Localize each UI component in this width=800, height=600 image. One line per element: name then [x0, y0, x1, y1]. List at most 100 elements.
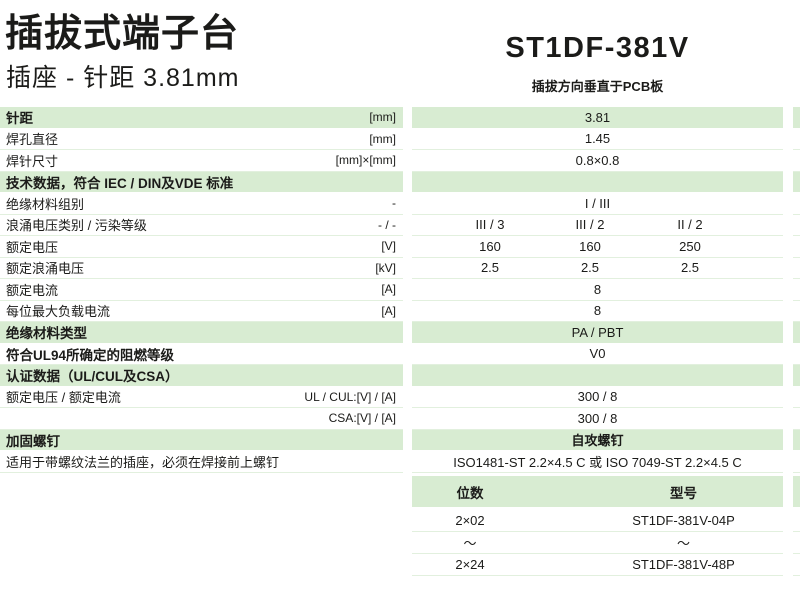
spec-row: 绝缘材料类型 PA / PBT: [0, 322, 800, 344]
spec-value-cell: 1.45: [412, 129, 783, 150]
spec-unit: [mm]: [369, 110, 396, 125]
model-partnumber-value: ST1DF-381V-04P: [632, 513, 735, 528]
model-table: 位数 型号 2×02 ST1DF-381V-04P 〜〜 2×24 ST1DF-381V-4…: [412, 476, 800, 576]
spec-value-cell: 300 / 8: [412, 408, 783, 430]
spec-unit: -: [392, 196, 396, 211]
spec-row: 适用于带螺纹法兰的插座，必须在焊接前上螺钉 ISO1481-ST 2.2×4.5 …: [0, 451, 800, 473]
spec-label-cell: 额定电流 [A]: [0, 279, 403, 301]
column-gutter: [783, 128, 793, 150]
spec-row: 针距 [mm] 3.81: [0, 107, 800, 129]
column-gutter: [403, 451, 412, 473]
model-positions-value: 2×24: [455, 557, 485, 572]
cropped-table-sliver: [793, 258, 800, 279]
spec-value: 1.45: [584, 131, 611, 147]
column-gutter: [783, 257, 793, 279]
spec-value-cell: [412, 171, 783, 193]
model-positions-cell: 2×02: [412, 510, 528, 532]
spec-label: 针距: [6, 111, 33, 127]
cropped-table-sliver: [793, 150, 800, 172]
column-gutter: [783, 214, 793, 236]
spec-value: I / III: [584, 195, 611, 211]
column-gutter: [783, 150, 793, 172]
column-gutter: [403, 107, 412, 129]
spec-label-cell: 额定浪涌电压 [kV]: [0, 258, 403, 279]
spec-value: 3.81: [584, 109, 611, 125]
spec-label: 认证数据（UL/CUL及CSA）: [6, 369, 179, 385]
model-header-positions: 位数: [412, 476, 528, 507]
spec-value: III / 3: [475, 217, 505, 233]
spec-value: 8: [593, 303, 602, 319]
spec-value: 0.8×0.8: [575, 152, 620, 168]
cropped-table-sliver: [793, 365, 800, 387]
spec-unit: [mm]: [369, 131, 396, 146]
column-gutter: [783, 476, 793, 507]
page-title: 插拔式端子台: [5, 13, 240, 55]
spec-row: 每位最大负载电流 [A] 8: [0, 300, 800, 322]
column-gutter: [783, 408, 793, 430]
spec-unit: - / -: [378, 217, 396, 232]
spec-unit: [kV]: [375, 260, 396, 275]
spec-value: 300 / 8: [577, 389, 618, 405]
spec-label: 绝缘材料组别: [6, 196, 85, 212]
spec-value-cell: 300 / 8: [412, 387, 783, 408]
column-gutter: [403, 386, 412, 408]
column-gutter: [403, 171, 412, 193]
column-gutter: [783, 193, 793, 215]
spec-value-cell: I / III: [412, 193, 783, 215]
spec-label-cell: 额定电压 [V]: [0, 236, 403, 258]
cropped-table-sliver: [793, 532, 800, 554]
model-partnumber-value: 〜: [676, 536, 690, 551]
spec-row: 技术数据，符合 IEC / DIN及VDE 标准: [0, 171, 800, 193]
cropped-table-sliver: [793, 279, 800, 301]
spec-label-cell: 符合UL94所确定的阻燃等级: [0, 344, 403, 365]
spec-label: 适用于带螺纹法兰的插座，必须在焊接前上螺钉: [6, 454, 280, 470]
column-gutter: [783, 236, 793, 258]
column-gutter: [403, 322, 412, 344]
column-gutter: [403, 128, 412, 150]
cropped-table-sliver: [793, 344, 800, 365]
spec-row: 符合UL94所确定的阻燃等级 V0: [0, 343, 800, 365]
column-gutter: [403, 150, 412, 172]
cropped-table-sliver: [793, 322, 800, 344]
spec-label: 额定电压 / 额定电流: [6, 390, 121, 406]
model-table-header-row: 位数 型号: [412, 476, 800, 507]
model-header-positions-label: 位数: [456, 485, 484, 501]
spec-value: 160: [579, 238, 601, 254]
spec-value-cell: 8: [412, 279, 783, 301]
cropped-table-sliver: [793, 236, 800, 258]
column-gutter: [403, 300, 412, 322]
spec-label-cell: 每位最大负载电流 [A]: [0, 301, 403, 322]
page-header: 插拔式端子台 插座 - 针距 3.81mm ST1DF-381V 插拔方向垂直于…: [0, 0, 800, 107]
cropped-table-sliver: [793, 451, 800, 473]
model-partnumber-cell: ST1DF-381V-48P: [528, 554, 783, 576]
spec-row: 额定电压 / 额定电流 UL / CUL:[V] / [A] 300 / 8: [0, 386, 800, 408]
spec-value-cell: V0: [412, 344, 783, 365]
column-gutter: [783, 322, 793, 344]
column-gutter: [783, 429, 793, 451]
spec-value-cell: III / 3 III / 2 II / 2: [412, 215, 783, 236]
spec-row: 焊孔直径 [mm] 1.45: [0, 128, 800, 150]
spec-label: 浪涌电压类别 / 污染等级: [6, 218, 147, 234]
spec-value: 300 / 8: [577, 410, 618, 426]
spec-label-cell: 加固螺钉: [0, 429, 403, 451]
spec-value: 自攻螺钉: [571, 433, 624, 449]
spec-value: 8: [593, 281, 602, 297]
cropped-table-sliver: [793, 215, 800, 236]
spec-label: 焊针尺寸: [6, 153, 59, 169]
spec-value: 2.5: [480, 260, 500, 276]
spec-row: CSA:[V] / [A] 300 / 8: [0, 408, 800, 430]
cropped-table-sliver: [793, 476, 800, 507]
spec-label-cell: 针距 [mm]: [0, 107, 403, 129]
spec-row: 浪涌电压类别 / 污染等级 - / - III / 3 III / 2 II / 2: [0, 214, 800, 236]
cropped-table-sliver: [793, 301, 800, 322]
spec-unit: CSA:[V] / [A]: [328, 411, 396, 426]
column-gutter: [783, 107, 793, 129]
spec-label-cell: 额定电压 / 额定电流 UL / CUL:[V] / [A]: [0, 387, 403, 408]
spec-label: 绝缘材料类型: [6, 326, 87, 342]
spec-row: 认证数据（UL/CUL及CSA）: [0, 365, 800, 387]
spec-value-cell: 0.8×0.8: [412, 150, 783, 172]
cropped-table-sliver: [793, 510, 800, 532]
spec-value: 250: [679, 238, 701, 254]
spec-label: 焊孔直径: [6, 132, 59, 148]
spec-value: ISO1481-ST 2.2×4.5 C 或 ISO 7049-ST 2.2×4…: [453, 454, 742, 470]
